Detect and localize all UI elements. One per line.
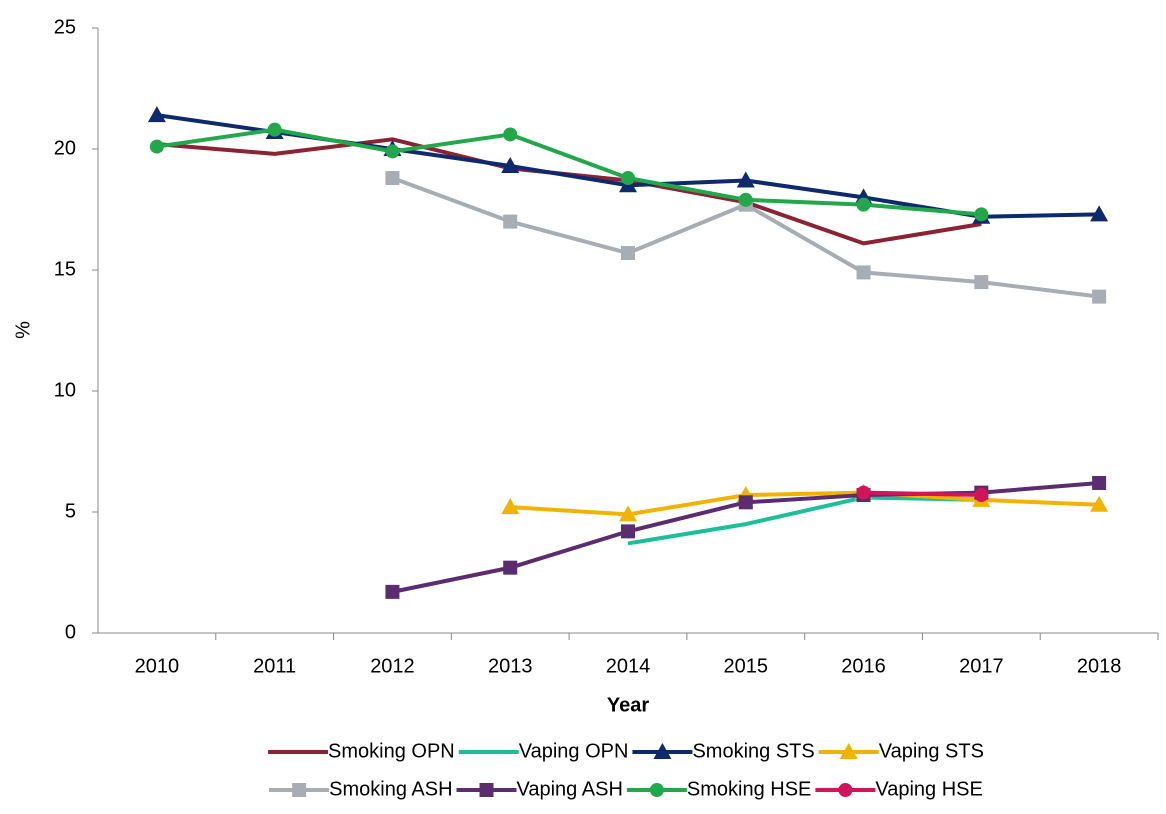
x-tick-label: 2015 (724, 655, 769, 677)
marker (1092, 475, 1107, 490)
x-axis-label: Year (607, 694, 649, 716)
marker (147, 106, 166, 123)
marker (501, 498, 520, 515)
marker (501, 156, 520, 173)
x-tick-label: 2012 (370, 655, 415, 677)
marker (1090, 205, 1109, 222)
x-tick-label: 2013 (488, 655, 533, 677)
marker (503, 127, 518, 142)
legend-item: Smoking ASH (269, 778, 453, 800)
marker (738, 495, 753, 510)
series-line (863, 490, 982, 498)
marker (974, 275, 989, 290)
marker (856, 265, 871, 280)
legend-item: Smoking STS (632, 740, 815, 762)
legend-label: Smoking HSE (687, 778, 812, 800)
legend-label: Vaping ASH (517, 778, 623, 800)
marker (839, 743, 858, 759)
y-tick-label: 15 (54, 258, 76, 280)
marker (856, 197, 871, 212)
marker (1090, 495, 1109, 512)
marker (1092, 289, 1107, 304)
marker (621, 171, 635, 186)
legend-item: Smoking OPN (268, 740, 455, 762)
marker (838, 783, 853, 797)
x-tick-label: 2017 (959, 655, 1004, 677)
legend-row: Smoking ASH Vaping ASH Smoking HSE Vaping H… (269, 778, 983, 800)
legend-label: Smoking STS (692, 740, 814, 762)
legend-row: Smoking OPN Vaping OPN Smoking STS Vaping S… (268, 740, 984, 762)
marker (621, 246, 635, 261)
legend-item: Vaping HSE (815, 778, 983, 800)
legend-item: Smoking HSE (626, 778, 812, 800)
marker (619, 505, 637, 522)
legend-item: Vaping ASH (456, 778, 623, 800)
legend-label: Vaping HSE (875, 778, 982, 800)
y-tick-label: 0 (65, 621, 76, 643)
marker (738, 192, 753, 207)
marker (653, 743, 672, 759)
marker (974, 488, 989, 503)
marker (479, 783, 494, 797)
legend-item: Vaping OPN (458, 740, 629, 762)
legend-label: Vaping OPN (519, 740, 629, 762)
marker (385, 171, 400, 186)
y-axis-label: % (12, 321, 34, 339)
marker (385, 144, 400, 159)
x-tick-label: 2018 (1077, 655, 1122, 677)
series-line (156, 113, 1100, 219)
legend-item: Vaping STS (818, 740, 984, 762)
x-tick-label: 2010 (135, 655, 180, 677)
marker (736, 171, 755, 188)
series-line (156, 127, 982, 217)
marker (856, 485, 871, 500)
y-tick-label: 25 (54, 16, 76, 38)
legend-label: Smoking OPN (328, 740, 455, 762)
series-line (627, 495, 982, 546)
x-tick-label: 2016 (841, 655, 886, 677)
y-tick-label: 10 (54, 379, 76, 401)
marker (267, 122, 282, 137)
series-line (510, 490, 1100, 517)
x-tick-label: 2014 (606, 655, 651, 677)
y-tick-label: 5 (65, 500, 76, 522)
marker (503, 560, 518, 575)
marker (649, 783, 664, 797)
y-tick-label: 20 (54, 137, 76, 159)
marker (621, 524, 635, 539)
marker (503, 214, 518, 229)
legend-label: Vaping STS (879, 740, 984, 762)
marker (974, 207, 989, 222)
marker (292, 783, 307, 797)
x-tick-label: 2011 (253, 655, 296, 677)
marker (385, 584, 400, 599)
legend-label: Smoking ASH (329, 778, 452, 800)
marker (149, 139, 164, 154)
